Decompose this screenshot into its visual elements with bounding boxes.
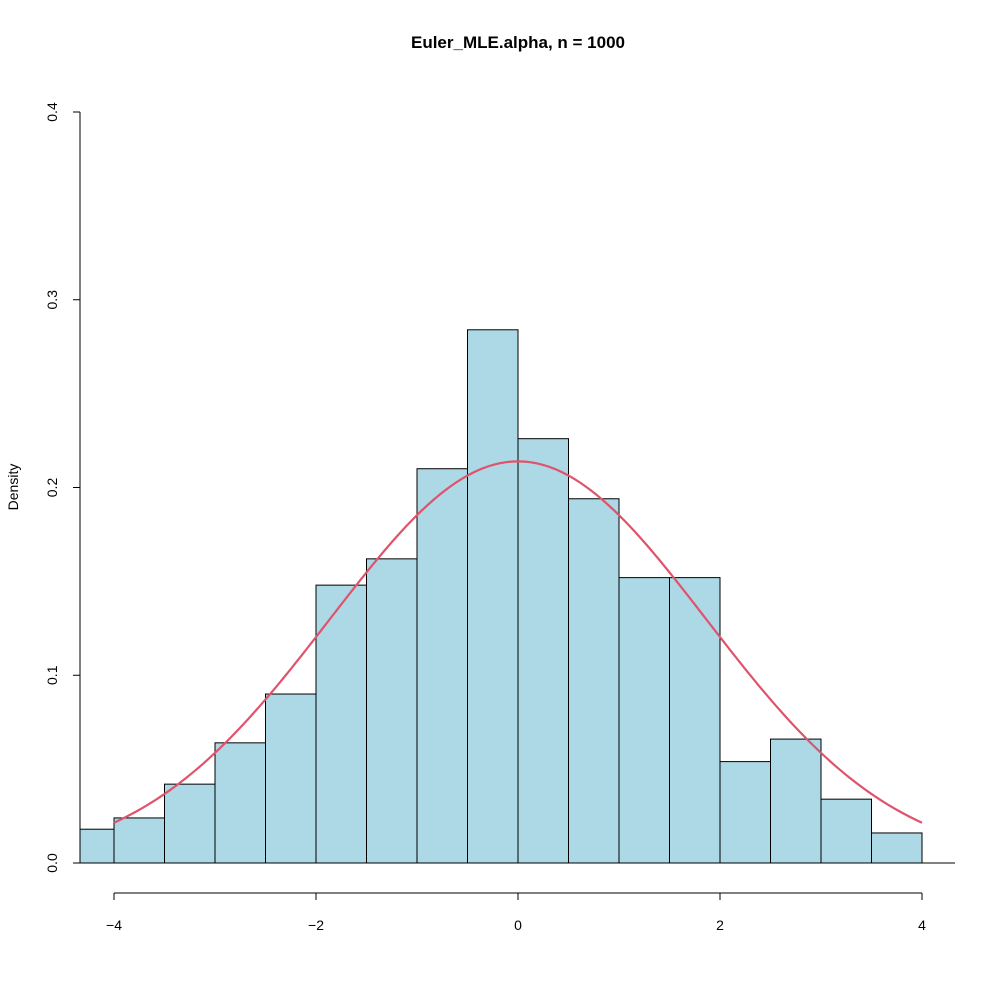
x-axis: −4 −2 0 2 4 (106, 892, 926, 933)
y-tick-label: 0.1 (44, 665, 60, 685)
histogram-bar (164, 783, 216, 864)
y-axis-label: Density (5, 464, 21, 511)
histogram-bar (517, 438, 569, 864)
x-tick-label: −4 (106, 917, 122, 933)
histogram-bar (366, 558, 418, 864)
x-tick-label: 0 (514, 917, 522, 933)
y-tick-label: 0.2 (44, 478, 60, 498)
y-tick-label: 0.0 (44, 853, 60, 873)
histogram-bar (265, 693, 317, 864)
histogram-bar (770, 738, 822, 864)
x-tick-label: −2 (308, 917, 324, 933)
x-tick-label: 4 (918, 917, 926, 933)
histogram-bars (79, 329, 923, 864)
histogram-bar (79, 828, 115, 864)
histogram-bar (315, 584, 367, 864)
x-tick-label: 2 (716, 917, 724, 933)
histogram-bar (669, 577, 721, 864)
histogram-bar (618, 577, 670, 864)
y-tick-label: 0.3 (44, 290, 60, 310)
density-curve (113, 460, 923, 824)
histogram-bar (467, 329, 519, 864)
histogram-bar (719, 761, 771, 864)
histogram-bar (820, 798, 872, 864)
histogram-bar (416, 468, 468, 864)
chart-title: Euler_MLE.alpha, n = 1000 (411, 33, 625, 52)
y-axis: 0.0 0.1 0.2 0.3 0.4 (44, 102, 81, 873)
histogram-bar (568, 498, 620, 864)
histogram-bar (871, 832, 923, 864)
histogram-bar (113, 817, 165, 864)
histogram-bar (214, 742, 266, 864)
y-tick-label: 0.4 (44, 102, 60, 122)
